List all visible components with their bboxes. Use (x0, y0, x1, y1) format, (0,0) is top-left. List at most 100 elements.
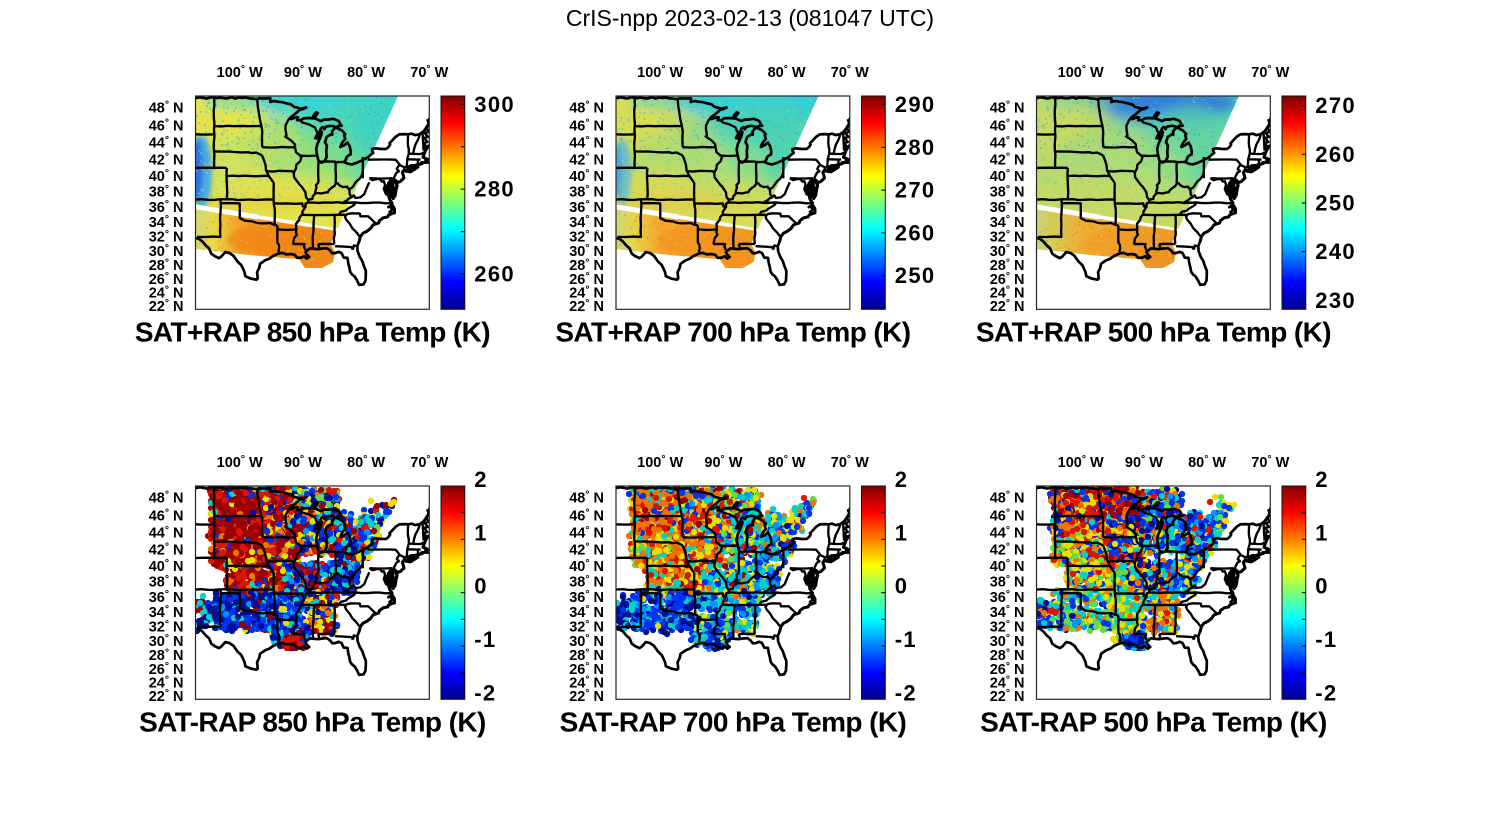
svg-text:22° N: 22° N (990, 298, 1025, 315)
svg-text:30° N: 30° N (569, 633, 604, 650)
svg-text:42° N: 42° N (569, 542, 604, 559)
svg-text:70° W: 70° W (1251, 64, 1289, 81)
svg-text:40° N: 40° N (569, 168, 604, 185)
svg-text:250: 250 (1315, 191, 1356, 216)
svg-text:280: 280 (474, 177, 515, 202)
svg-text:260: 260 (1315, 142, 1356, 167)
svg-text:100° W: 100° W (1058, 454, 1104, 471)
svg-text:90° W: 90° W (1125, 454, 1163, 471)
svg-text:260: 260 (895, 220, 936, 245)
svg-text:32° N: 32° N (149, 229, 184, 246)
svg-text:44° N: 44° N (569, 135, 604, 152)
svg-text:24° N: 24° N (149, 675, 184, 692)
svg-text:270: 270 (1315, 93, 1356, 118)
svg-text:48° N: 48° N (149, 490, 184, 507)
svg-text:34° N: 34° N (149, 604, 184, 621)
svg-text:42° N: 42° N (149, 542, 184, 559)
svg-text:-1: -1 (474, 627, 496, 652)
svg-text:2: 2 (474, 467, 488, 492)
svg-text:100° W: 100° W (217, 454, 263, 471)
svg-text:SAT+RAP 500 hPa Temp (K): SAT+RAP 500 hPa Temp (K) (976, 317, 1331, 348)
svg-text:36° N: 36° N (569, 589, 604, 606)
svg-text:1: 1 (1315, 520, 1329, 545)
svg-text:28° N: 28° N (149, 257, 184, 274)
svg-text:22° N: 22° N (149, 298, 184, 315)
svg-text:46° N: 46° N (990, 508, 1025, 525)
svg-text:230: 230 (1315, 288, 1356, 313)
svg-text:30° N: 30° N (990, 633, 1025, 650)
svg-text:26° N: 26° N (990, 271, 1025, 288)
svg-text:40° N: 40° N (149, 558, 184, 575)
svg-text:34° N: 34° N (990, 604, 1025, 621)
svg-text:0: 0 (895, 574, 909, 599)
svg-text:0: 0 (474, 574, 488, 599)
svg-text:SAT-RAP 850 hPa Temp (K): SAT-RAP 850 hPa Temp (K) (139, 707, 486, 738)
svg-text:46° N: 46° N (990, 118, 1025, 135)
svg-text:34° N: 34° N (990, 214, 1025, 231)
svg-text:300: 300 (474, 92, 515, 117)
svg-text:250: 250 (895, 263, 936, 288)
svg-text:80° W: 80° W (768, 454, 806, 471)
svg-text:SAT+RAP 700 hPa Temp (K): SAT+RAP 700 hPa Temp (K) (555, 317, 910, 348)
svg-text:46° N: 46° N (569, 118, 604, 135)
svg-text:0: 0 (1315, 574, 1329, 599)
svg-text:44° N: 44° N (569, 525, 604, 542)
svg-text:2: 2 (895, 467, 909, 492)
svg-text:240: 240 (1315, 239, 1356, 264)
svg-text:90° W: 90° W (704, 64, 742, 81)
svg-text:70° W: 70° W (831, 454, 869, 471)
svg-text:32° N: 32° N (569, 619, 604, 636)
svg-text:32° N: 32° N (569, 229, 604, 246)
svg-text:24° N: 24° N (569, 285, 604, 302)
svg-text:70° W: 70° W (831, 64, 869, 81)
svg-text:44° N: 44° N (990, 135, 1025, 152)
svg-text:40° N: 40° N (990, 168, 1025, 185)
svg-text:30° N: 30° N (149, 243, 184, 260)
svg-text:24° N: 24° N (569, 675, 604, 692)
svg-text:SAT+RAP 850 hPa Temp (K): SAT+RAP 850 hPa Temp (K) (135, 317, 490, 348)
svg-text:28° N: 28° N (569, 647, 604, 664)
svg-text:40° N: 40° N (990, 558, 1025, 575)
svg-text:30° N: 30° N (990, 243, 1025, 260)
svg-text:90° W: 90° W (284, 64, 322, 81)
svg-text:-2: -2 (1315, 680, 1337, 705)
svg-text:-2: -2 (895, 680, 917, 705)
svg-text:46° N: 46° N (569, 508, 604, 525)
svg-text:42° N: 42° N (569, 152, 604, 169)
svg-text:260: 260 (474, 261, 515, 286)
svg-text:36° N: 36° N (569, 199, 604, 216)
svg-text:100° W: 100° W (637, 64, 683, 81)
svg-text:42° N: 42° N (990, 542, 1025, 559)
svg-text:22° N: 22° N (569, 298, 604, 315)
svg-text:24° N: 24° N (149, 285, 184, 302)
svg-text:36° N: 36° N (149, 589, 184, 606)
svg-text:290: 290 (895, 92, 936, 117)
svg-text:80° W: 80° W (1188, 454, 1226, 471)
svg-text:26° N: 26° N (149, 271, 184, 288)
svg-text:30° N: 30° N (149, 633, 184, 650)
svg-text:-1: -1 (895, 627, 917, 652)
svg-text:100° W: 100° W (1058, 64, 1104, 81)
svg-text:42° N: 42° N (149, 152, 184, 169)
svg-text:2: 2 (1315, 467, 1329, 492)
svg-text:90° W: 90° W (1125, 64, 1163, 81)
svg-text:80° W: 80° W (1188, 64, 1226, 81)
svg-text:28° N: 28° N (990, 257, 1025, 274)
svg-text:34° N: 34° N (569, 214, 604, 231)
svg-text:22° N: 22° N (990, 688, 1025, 705)
svg-text:80° W: 80° W (768, 64, 806, 81)
svg-text:28° N: 28° N (149, 647, 184, 664)
svg-text:28° N: 28° N (990, 647, 1025, 664)
svg-text:90° W: 90° W (284, 454, 322, 471)
svg-text:-2: -2 (474, 680, 496, 705)
svg-text:24° N: 24° N (990, 675, 1025, 692)
svg-text:38° N: 38° N (149, 574, 184, 591)
svg-text:38° N: 38° N (990, 574, 1025, 591)
svg-text:26° N: 26° N (149, 661, 184, 678)
svg-text:38° N: 38° N (990, 184, 1025, 201)
svg-text:36° N: 36° N (990, 199, 1025, 216)
svg-text:SAT-RAP 700 hPa Temp (K): SAT-RAP 700 hPa Temp (K) (560, 707, 907, 738)
svg-text:80° W: 80° W (347, 64, 385, 81)
svg-text:270: 270 (895, 178, 936, 203)
svg-text:SAT-RAP 500 hPa Temp (K): SAT-RAP 500 hPa Temp (K) (980, 707, 1327, 738)
